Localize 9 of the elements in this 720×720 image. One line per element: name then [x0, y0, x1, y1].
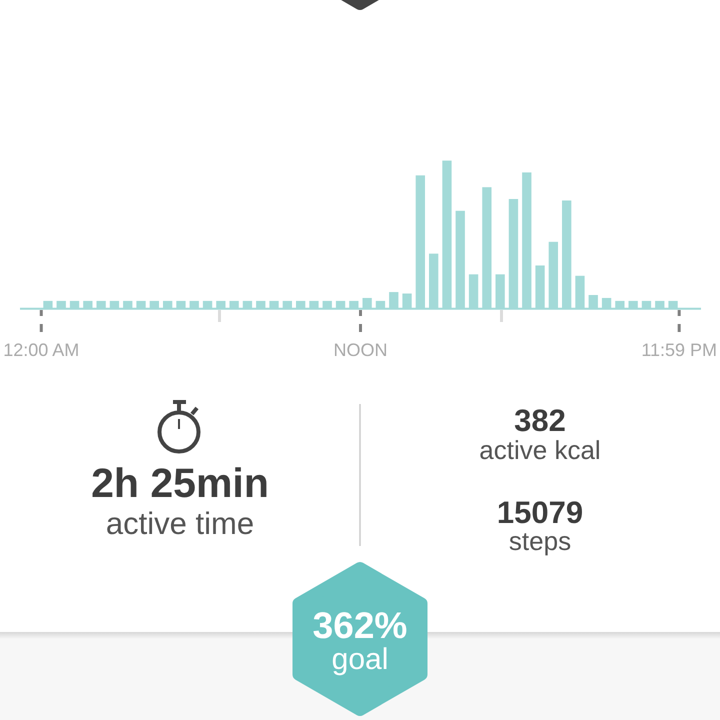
x-tick-label: 12:00 AM [3, 340, 80, 360]
x-tick-label: NOON [334, 340, 388, 360]
text: active kcal [479, 435, 601, 465]
text: 382 [514, 403, 566, 438]
text: active time [106, 506, 254, 541]
text: 362% [312, 605, 408, 646]
x-tick-label: 11:59 PM [641, 340, 718, 360]
text: 2h 25min [91, 460, 269, 506]
text: goal [332, 643, 388, 676]
